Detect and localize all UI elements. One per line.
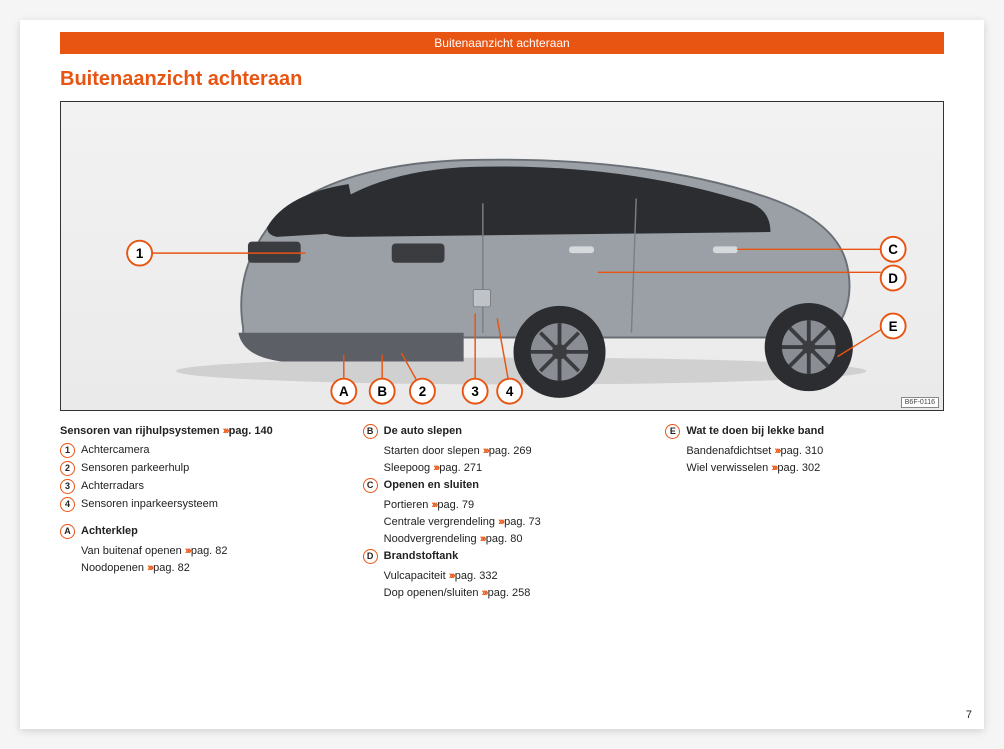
list-item: 3 Achterradars <box>60 478 339 495</box>
page-number: 7 <box>966 709 972 721</box>
item-ref: pag. 332 <box>455 570 498 582</box>
col1-heading-label: Sensoren van rijhulpsystemen <box>60 425 220 437</box>
section-B-title: De auto slepen <box>384 423 642 440</box>
section-E-item: Wiel verwisselen ››› pag. 302 <box>665 460 944 477</box>
section-A: A Achterklep <box>60 523 339 542</box>
car-illustration: 1 C D E A B 2 3 4 <box>61 102 943 410</box>
section-A-item: Van buitenaf openen ››› pag. 82 <box>60 543 339 560</box>
section-C-item: Centrale vergrendeling ››› pag. 73 <box>363 514 642 531</box>
section-B: B De auto slepen <box>363 423 642 442</box>
section-A-title: Achterklep <box>81 523 339 540</box>
item-ref: pag. 271 <box>439 462 482 474</box>
manual-page: Buitenaanzicht achteraan Buitenaanzicht … <box>20 20 984 729</box>
item-ref: pag. 73 <box>504 516 541 528</box>
item-text: Noodvergrendeling <box>384 533 477 545</box>
item-text: Vulcapaciteit <box>384 570 446 582</box>
marker-C: C <box>363 478 378 493</box>
callout-B: B <box>377 384 387 399</box>
item-ref: pag. 82 <box>191 545 228 557</box>
marker-3: 3 <box>60 479 75 494</box>
section-E-title: Wat te doen bij lekke band <box>686 423 944 440</box>
section-C: C Openen en sluiten <box>363 477 642 496</box>
column-1: Sensoren van rijhulpsystemen ››› pag. 14… <box>60 423 339 602</box>
section-B-item: Sleepoog ››› pag. 271 <box>363 460 642 477</box>
callout-C: C <box>888 242 898 257</box>
list-item: 1 Achtercamera <box>60 442 339 459</box>
callout-2: 2 <box>419 384 426 399</box>
section-D: D Brandstoftank <box>363 548 642 567</box>
item-text: Sleepoog <box>384 462 431 474</box>
marker-4: 4 <box>60 497 75 512</box>
section-C-item: Portieren ››› pag. 79 <box>363 497 642 514</box>
item-text: Achterradars <box>81 478 339 495</box>
section-C-item: Noodvergrendeling ››› pag. 80 <box>363 531 642 548</box>
marker-A: A <box>60 524 75 539</box>
item-ref: pag. 82 <box>153 562 190 574</box>
item-text: Achtercamera <box>81 442 339 459</box>
callout-A: A <box>339 384 349 399</box>
callout-1: 1 <box>136 246 144 261</box>
marker-1: 1 <box>60 443 75 458</box>
item-text: Centrale vergrendeling <box>384 516 495 528</box>
section-E-item: Bandenafdichtset ››› pag. 310 <box>665 443 944 460</box>
content-columns: Sensoren van rijhulpsystemen ››› pag. 14… <box>60 423 944 602</box>
item-ref: pag. 269 <box>489 445 532 457</box>
section-D-item: Vulcapaciteit ››› pag. 332 <box>363 568 642 585</box>
callout-4: 4 <box>506 384 514 399</box>
item-text: Sensoren inparkeersysteem <box>81 496 339 513</box>
item-ref: pag. 79 <box>437 499 474 511</box>
item-text: Portieren <box>384 499 429 511</box>
marker-2: 2 <box>60 461 75 476</box>
callout-3: 3 <box>471 384 478 399</box>
item-ref: pag. 310 <box>780 445 823 457</box>
section-C-title: Openen en sluiten <box>384 477 642 494</box>
item-text: Van buitenaf openen <box>81 545 182 557</box>
section-E: E Wat te doen bij lekke band <box>665 423 944 442</box>
callout-D: D <box>888 271 898 286</box>
section-D-title: Brandstoftank <box>384 548 642 565</box>
item-text: Sensoren parkeerhulp <box>81 460 339 477</box>
list-item: 4 Sensoren inparkeersysteem <box>60 496 339 513</box>
item-ref: pag. 302 <box>777 462 820 474</box>
list-item: 2 Sensoren parkeerhulp <box>60 460 339 477</box>
item-text: Bandenafdichtset <box>686 445 771 457</box>
callout-E: E <box>889 319 898 334</box>
column-2: B De auto slepen Starten door slepen ›››… <box>363 423 642 602</box>
marker-D: D <box>363 549 378 564</box>
figure-id: B6F-0116 <box>901 397 939 408</box>
marker-B: B <box>363 424 378 439</box>
marker-E: E <box>665 424 680 439</box>
section-B-item: Starten door slepen ››› pag. 269 <box>363 443 642 460</box>
section-A-item: Noodopenen ››› pag. 82 <box>60 560 339 577</box>
header-bar: Buitenaanzicht achteraan <box>60 32 944 54</box>
page-title: Buitenaanzicht achteraan <box>60 68 944 91</box>
item-text: Dop openen/sluiten <box>384 587 479 599</box>
item-ref: pag. 80 <box>486 533 523 545</box>
item-text: Starten door slepen <box>384 445 480 457</box>
item-text: Wiel verwisselen <box>686 462 768 474</box>
section-D-item: Dop openen/sluiten ››› pag. 258 <box>363 585 642 602</box>
car-figure: 1 C D E A B 2 3 4 <box>60 101 944 411</box>
col1-heading: Sensoren van rijhulpsystemen ››› pag. 14… <box>60 423 339 440</box>
item-ref: pag. 258 <box>488 587 531 599</box>
item-text: Noodopenen <box>81 562 144 574</box>
col1-heading-ref: pag. 140 <box>229 425 273 437</box>
column-3: E Wat te doen bij lekke band Bandenafdic… <box>665 423 944 602</box>
